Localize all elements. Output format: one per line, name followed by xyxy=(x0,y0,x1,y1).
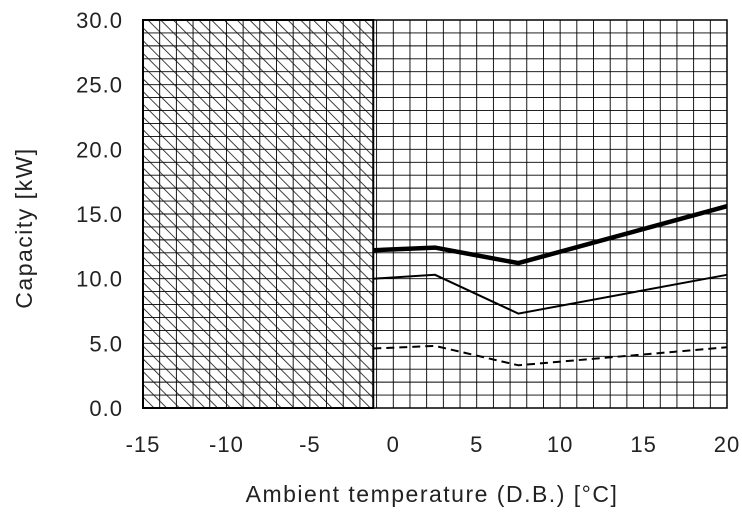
y-tick-label: 20.0 xyxy=(76,137,123,162)
x-tick-labels: -15 -10 -5 0 5 10 15 20 xyxy=(126,432,740,457)
y-tick-label: 0.0 xyxy=(89,396,123,421)
y-tick-labels: 0.0 5.0 10.0 15.0 20.0 25.0 30.0 xyxy=(76,8,123,421)
series-group xyxy=(373,204,728,367)
x-tick-label: 10 xyxy=(547,432,573,457)
x-tick-label: -10 xyxy=(209,432,244,457)
series-line-1 xyxy=(373,204,728,266)
x-tick-label: 0 xyxy=(387,432,400,457)
series-line-3 xyxy=(373,344,728,367)
x-tick-label: 15 xyxy=(630,432,656,457)
x-tick-label: -5 xyxy=(299,432,321,457)
y-axis-title: Capacity [kW] xyxy=(11,147,37,308)
hatched-region xyxy=(142,19,375,409)
y-tick-label: 10.0 xyxy=(76,267,123,292)
plot-area-frame xyxy=(142,19,728,409)
series-line-2 xyxy=(373,273,728,315)
y-tick-label: 30.0 xyxy=(76,8,123,33)
y-tick-label: 25.0 xyxy=(76,73,123,98)
x-tick-label: 20 xyxy=(714,432,740,457)
x-axis-title: Ambient temperature (D.B.) [°C] xyxy=(246,481,619,507)
x-tick-label: -15 xyxy=(126,432,161,457)
y-tick-label: 15.0 xyxy=(76,202,123,227)
x-tick-label: 5 xyxy=(470,432,483,457)
y-tick-label: 5.0 xyxy=(89,331,123,356)
